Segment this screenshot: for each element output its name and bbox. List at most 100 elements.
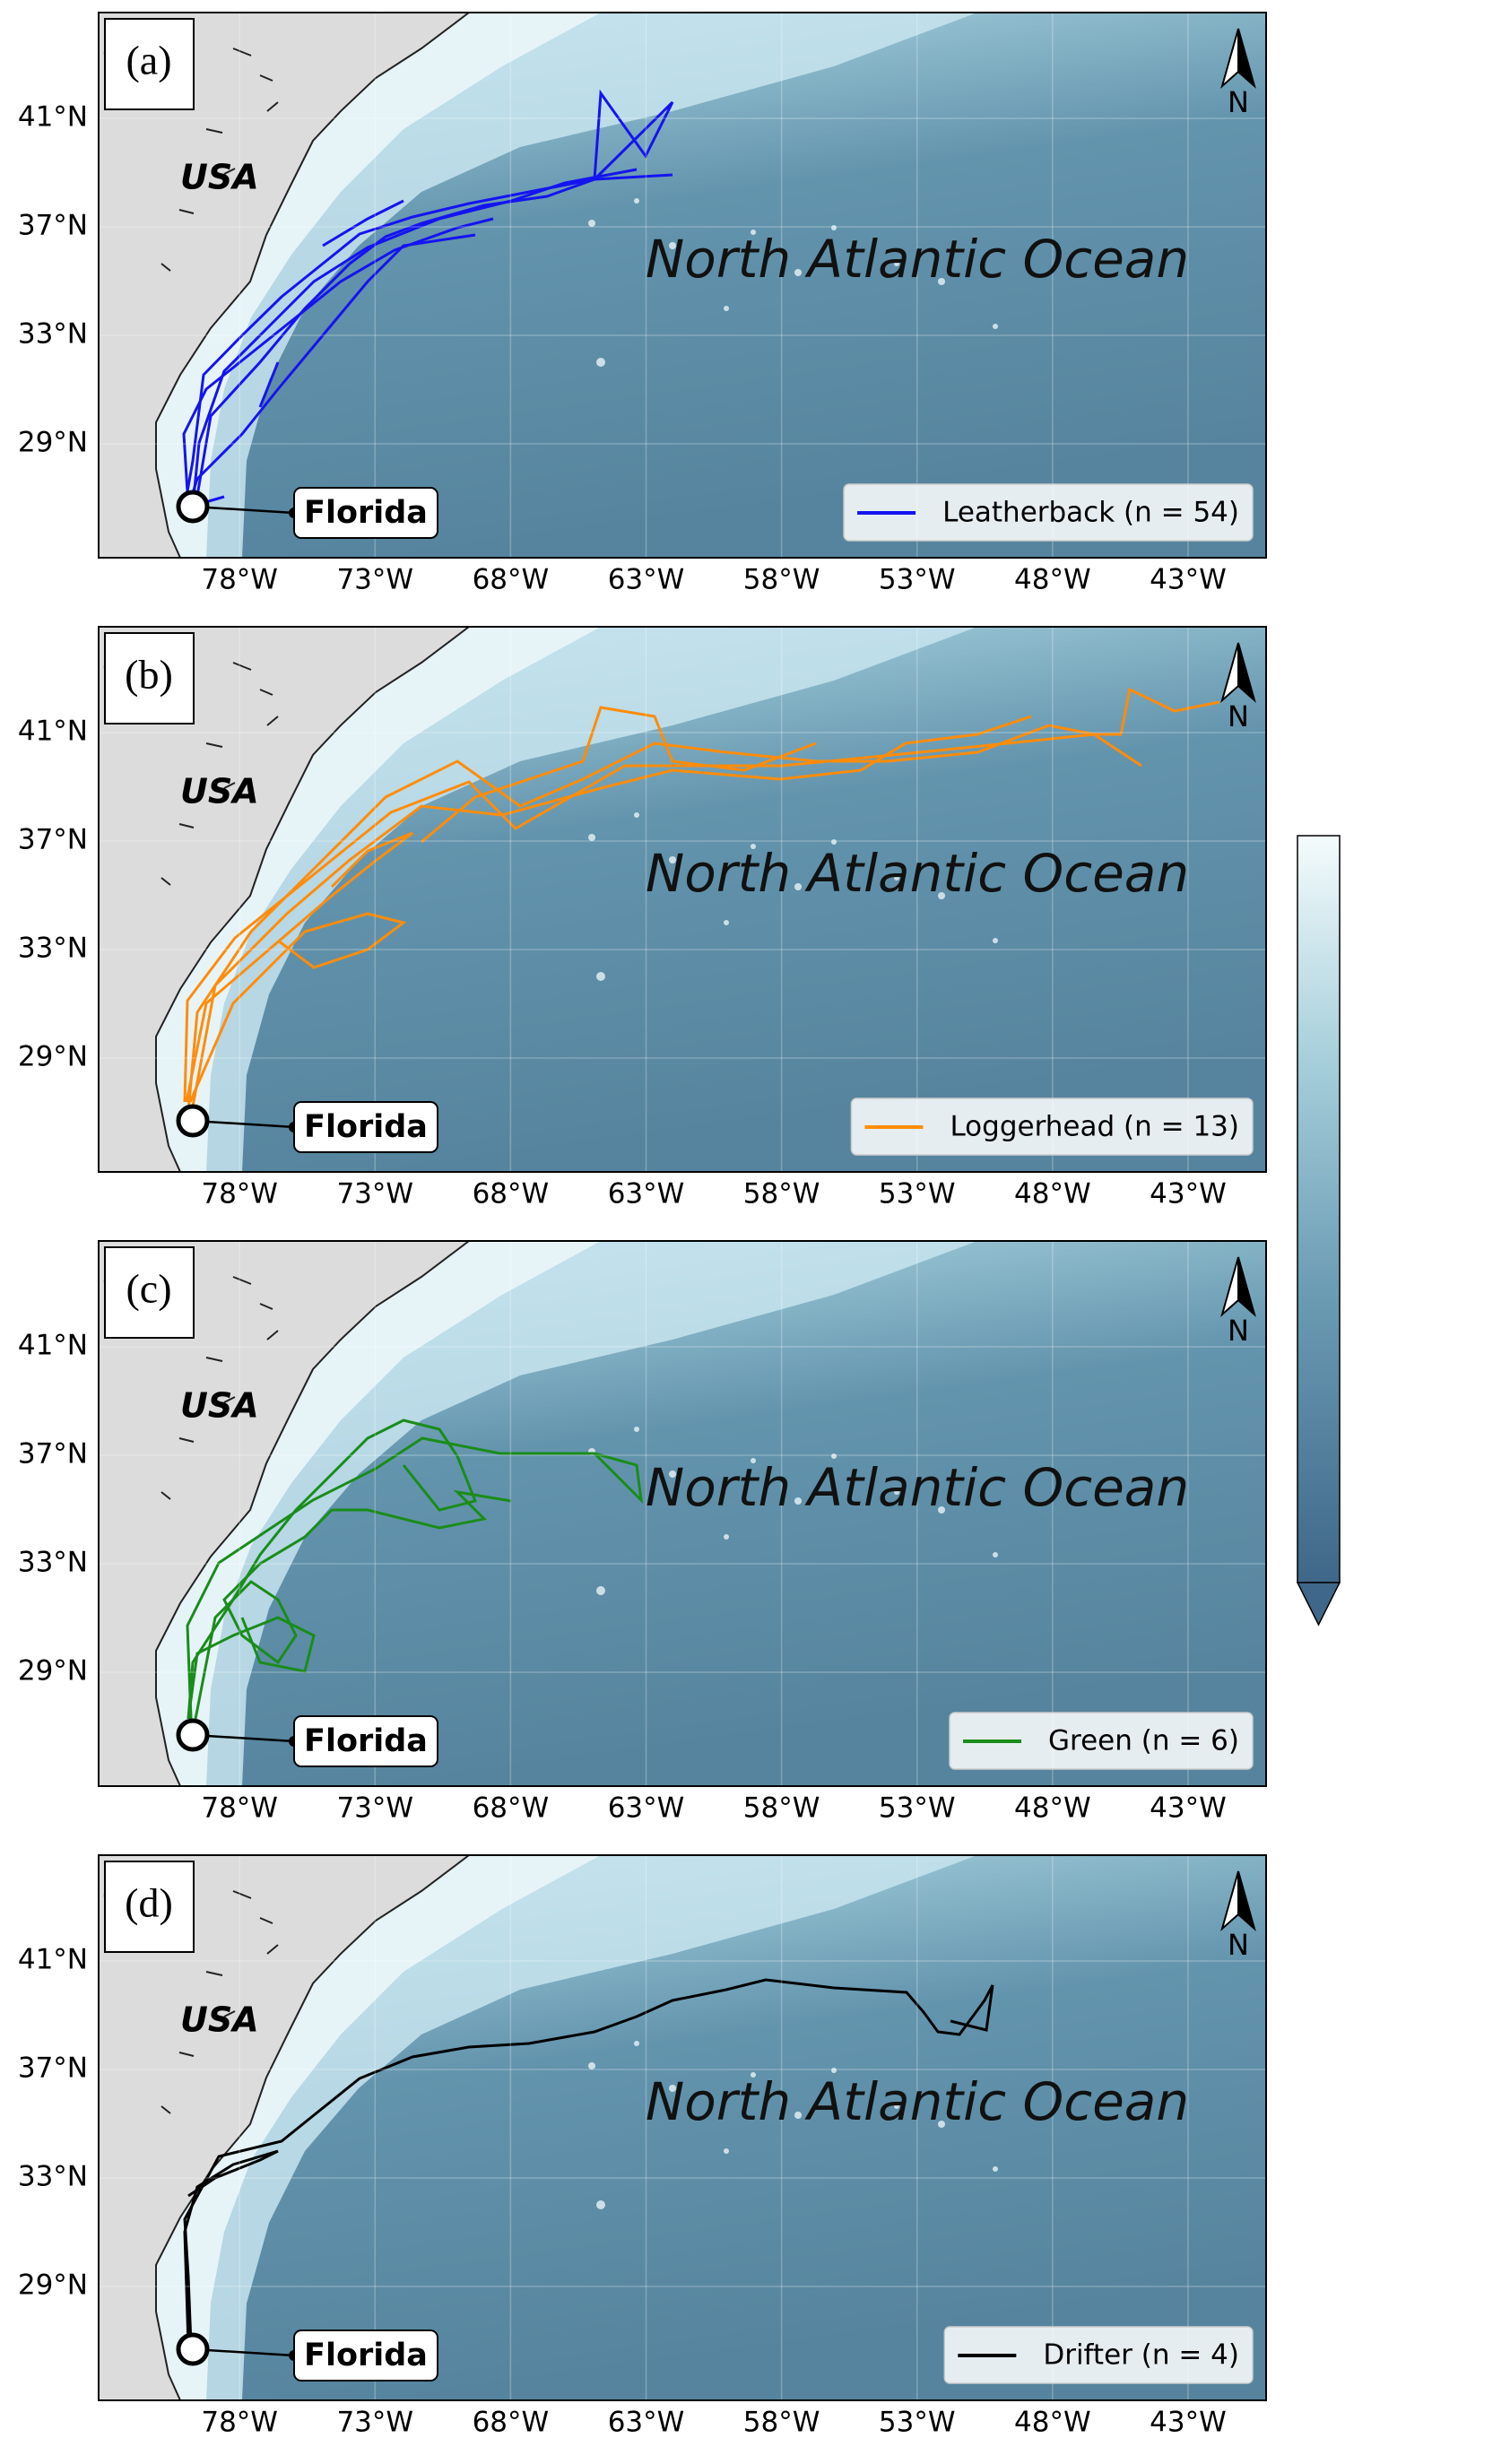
legend-box <box>943 2326 1254 2384</box>
x-tick-label: 63°W <box>608 2407 685 2439</box>
map-frame <box>98 1240 1267 1787</box>
north-arrow <box>1237 28 1256 90</box>
map-frame <box>98 12 1267 559</box>
y-tick-label: 33°N <box>18 1546 88 1578</box>
x-tick-label: 43°W <box>1150 2407 1227 2439</box>
map-frame <box>98 626 1267 1173</box>
x-tick-label: 48°W <box>1014 1178 1091 1210</box>
x-tick-label: 68°W <box>473 1792 550 1825</box>
x-tick-label: 43°W <box>1150 564 1227 596</box>
site-marker <box>176 1104 210 1138</box>
panel-label-box <box>104 1861 195 1953</box>
tracks <box>183 687 1220 1112</box>
north-label: N <box>1228 699 1249 733</box>
site-label: Florida <box>304 495 428 531</box>
y-tick-label: 41°N <box>18 100 88 133</box>
x-tick-label: 73°W <box>336 564 413 596</box>
map-frame <box>98 1854 1267 2401</box>
tracks <box>186 1419 644 1720</box>
y-tick-label: 33°N <box>18 932 88 964</box>
panel-label: (d) <box>125 1880 173 1926</box>
y-tick-label: 29°N <box>18 426 88 458</box>
x-tick-label: 78°W <box>201 1178 278 1210</box>
north-arrow <box>1237 642 1256 704</box>
y-tick-label: 29°N <box>18 1040 88 1072</box>
legend-label: Green (n = 6) <box>1048 1725 1239 1757</box>
colorbar <box>1296 835 1341 1627</box>
x-tick-label: 68°W <box>473 1178 550 1210</box>
y-tick-label: 29°N <box>18 2269 88 2301</box>
site-marker <box>176 2332 210 2366</box>
x-tick-label: 43°W <box>1150 1792 1227 1825</box>
ocean-label: North Atlantic Ocean <box>646 2071 1189 2132</box>
panel-label: (a) <box>126 38 171 83</box>
land-label: USA <box>180 158 259 197</box>
y-tick-label: 29°N <box>18 1654 88 1687</box>
panel-label-box <box>104 1246 195 1339</box>
x-tick-label: 58°W <box>743 2407 820 2439</box>
site-connector <box>192 505 295 515</box>
site-connector <box>192 1733 295 1743</box>
y-tick-label: 41°N <box>18 715 88 747</box>
legend-box <box>843 483 1254 542</box>
colorbar-extend <box>1296 1582 1341 1627</box>
site-marker <box>176 490 210 524</box>
site-label-box <box>293 2330 438 2382</box>
north-label: N <box>1228 85 1249 119</box>
x-tick-label: 53°W <box>879 1792 956 1825</box>
panel-label-box <box>104 18 195 110</box>
legend-label: Drifter (n = 4) <box>1043 2339 1239 2372</box>
legend-box <box>949 1712 1254 1770</box>
x-tick-label: 48°W <box>1014 564 1091 596</box>
x-tick-label: 43°W <box>1150 1178 1227 1210</box>
map-panel: 78°W 73°W 68°W 63°W 58°W 53°W 48°W 43°W 41°N 37°N… <box>18 1854 1267 2439</box>
north-label: N <box>1228 1928 1249 1962</box>
x-tick-label: 63°W <box>608 1178 685 1210</box>
legend-box <box>850 1098 1254 1156</box>
north-label: N <box>1228 1314 1249 1348</box>
y-tick-label: 37°N <box>18 1437 88 1470</box>
north-arrow <box>1237 1256 1256 1318</box>
site-connector <box>192 1119 295 1129</box>
map-panel: 78°W 73°W 68°W 63°W 58°W 53°W 48°W 43°W 41°N 37°N… <box>18 12 1267 596</box>
panel-label: (c) <box>126 1266 171 1312</box>
site-label-box <box>293 487 438 539</box>
y-tick-label: 37°N <box>18 2052 88 2084</box>
site-connector <box>192 2347 295 2357</box>
land-label: USA <box>180 772 259 811</box>
x-tick-label: 78°W <box>201 2407 278 2439</box>
x-tick-label: 73°W <box>336 2407 413 2439</box>
y-tick-label: 41°N <box>18 1329 88 1361</box>
y-tick-label: 41°N <box>18 1943 88 1975</box>
x-tick-label: 78°W <box>201 564 278 596</box>
x-tick-label: 68°W <box>473 564 550 596</box>
y-tick-label: 33°N <box>18 317 88 350</box>
x-tick-label: 48°W <box>1014 2407 1091 2439</box>
y-tick-label: 37°N <box>18 823 88 855</box>
legend-label: Loggerhead (n = 13) <box>950 1111 1239 1143</box>
site-label-box <box>293 1101 438 1153</box>
north-arrow <box>1237 1870 1256 1932</box>
legend-label: Leatherback (n = 54) <box>942 497 1239 529</box>
map-panel: 78°W 73°W 68°W 63°W 58°W 53°W 48°W 43°W 41°N 37°N… <box>18 626 1267 1210</box>
site-label: Florida <box>304 2338 428 2373</box>
panel-label: (b) <box>125 652 173 698</box>
site-label: Florida <box>304 1723 428 1759</box>
colorbar-bar <box>1297 835 1341 1583</box>
x-tick-label: 73°W <box>336 1178 413 1210</box>
x-tick-label: 53°W <box>879 2407 956 2439</box>
x-tick-label: 63°W <box>608 564 685 596</box>
x-tick-label: 68°W <box>473 2407 550 2439</box>
ocean-label: North Atlantic Ocean <box>646 843 1189 904</box>
y-tick-label: 33°N <box>18 2160 88 2192</box>
site-label: Florida <box>304 1109 428 1145</box>
land-label: USA <box>180 1386 259 1426</box>
land-label: USA <box>180 2000 259 2040</box>
x-tick-label: 58°W <box>743 564 820 596</box>
x-tick-label: 53°W <box>879 1178 956 1210</box>
panel-label-box <box>104 632 195 724</box>
x-tick-label: 58°W <box>743 1178 820 1210</box>
x-tick-label: 48°W <box>1014 1792 1091 1825</box>
